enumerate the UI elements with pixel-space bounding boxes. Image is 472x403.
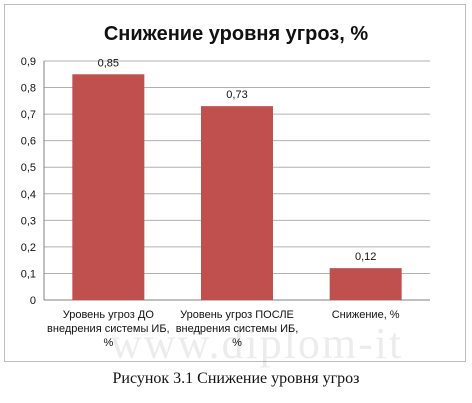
x-tick-label-line: Снижение, % (332, 309, 400, 321)
x-tick-label: Уровень угроз ДО внедрения системы ИБ,% (47, 309, 170, 349)
x-tick-label-line: % (103, 337, 113, 349)
bar (72, 74, 145, 301)
x-tick-label: Уровень угроз ПОСЛЕ внедрения системы ИБ,… (176, 309, 299, 349)
x-tick-label-line: Уровень угроз ДО (63, 309, 155, 321)
bar (201, 106, 273, 301)
data-label: 0,85 (98, 57, 119, 69)
x-tick-label-line: внедрения системы ИБ, (176, 323, 299, 335)
y-tick-label: 0,9 (21, 56, 36, 68)
y-tick-label: 0 (30, 295, 36, 307)
y-tick-label: 0,3 (21, 215, 36, 227)
y-tick-label: 0,5 (21, 162, 36, 174)
y-tick-label: 0,1 (21, 268, 36, 280)
data-label: 0,12 (355, 251, 376, 263)
y-tick-label: 0,6 (21, 136, 36, 148)
bar (329, 268, 402, 300)
x-tick-label-line: % (232, 337, 242, 349)
x-tick-label-line: внедрения системы ИБ, (47, 323, 170, 335)
x-tick-label: Снижение, % (332, 309, 400, 321)
y-tick-label: 0,4 (21, 189, 36, 201)
y-tick-label: 0,8 (21, 83, 36, 95)
chart-title: Снижение уровня угроз, % (103, 23, 369, 45)
y-tick-label: 0,7 (21, 109, 36, 121)
figure-caption: Рисунок 3.1 Снижение уровня угроз (112, 370, 360, 387)
x-tick-label-line: Уровень угроз ПОСЛЕ (180, 309, 294, 321)
data-label: 0,73 (226, 89, 247, 101)
y-tick-label: 0,2 (21, 242, 36, 254)
